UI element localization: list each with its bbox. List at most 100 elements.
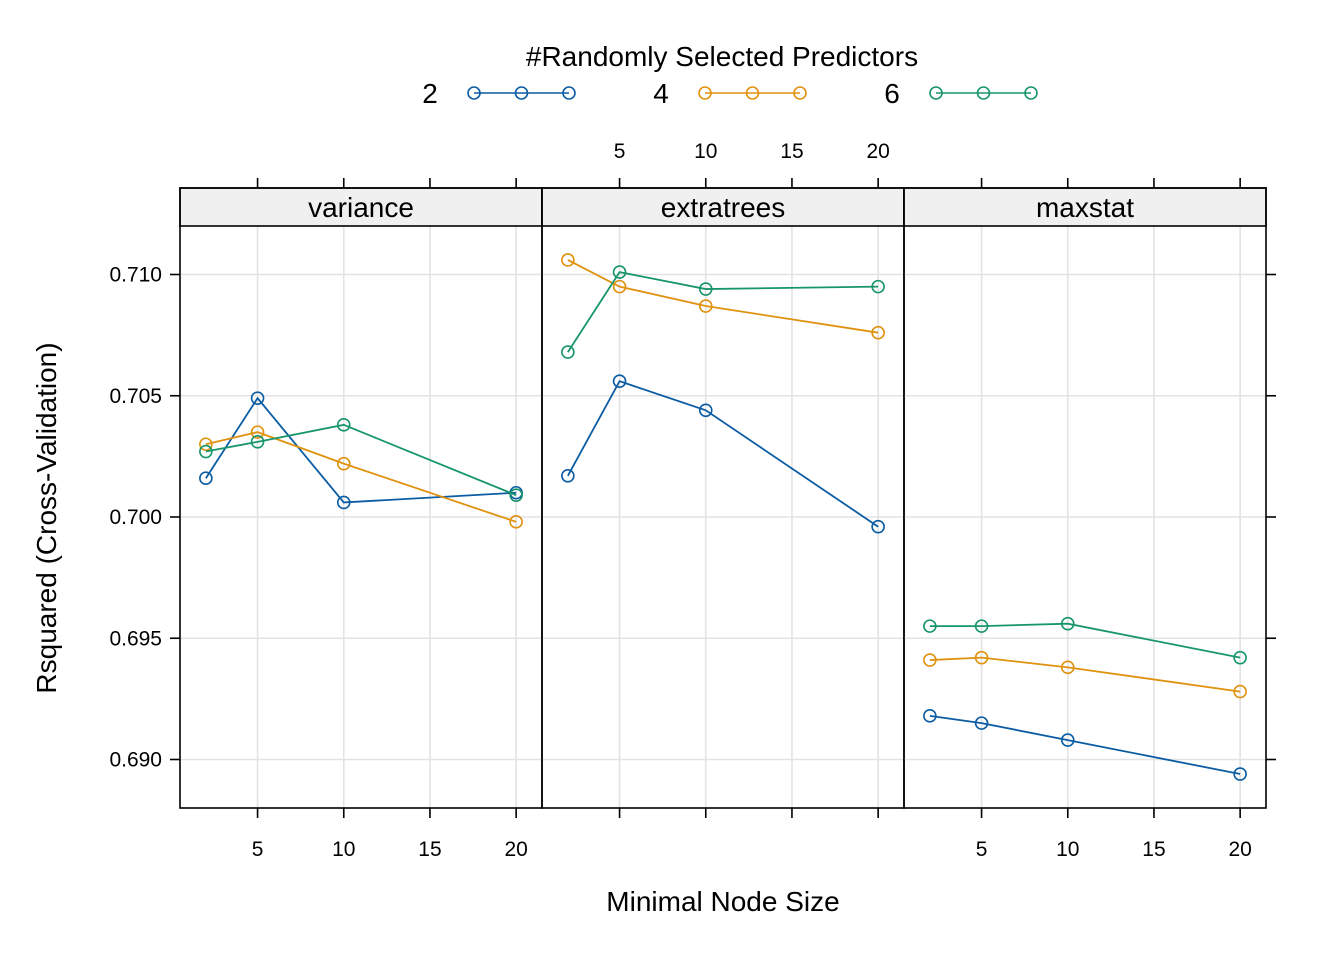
series-line xyxy=(205,431,517,523)
data-point xyxy=(561,253,575,267)
legend-marker xyxy=(467,86,481,100)
x-tick-label-bottom: 15 xyxy=(418,838,441,861)
y-tick-label: 0.705 xyxy=(109,385,162,408)
legend-title: #Randomly Selected Predictors xyxy=(526,41,918,72)
legend-label: 2 xyxy=(422,78,438,109)
x-tick-label-top: 10 xyxy=(694,140,717,163)
x-tick-label-bottom: 5 xyxy=(976,838,988,861)
series-6 xyxy=(561,265,885,359)
legend-marker xyxy=(514,86,529,100)
data-point xyxy=(336,495,351,510)
legend-item-2: 2 xyxy=(422,78,576,109)
data-point xyxy=(1060,660,1075,675)
series-line xyxy=(929,714,1241,775)
strip-label: variance xyxy=(308,192,414,223)
x-tick-label-bottom: 20 xyxy=(504,838,527,861)
series-line xyxy=(567,380,879,528)
legend-label: 4 xyxy=(653,78,669,109)
data-point xyxy=(923,709,937,723)
series-line xyxy=(567,271,879,353)
legend-marker xyxy=(976,86,991,100)
data-point xyxy=(1060,616,1075,631)
panel-frame xyxy=(179,187,543,809)
series-4 xyxy=(561,253,885,340)
data-point xyxy=(250,391,265,405)
data-point xyxy=(336,456,351,471)
legend-marker xyxy=(745,86,760,100)
data-point xyxy=(974,619,989,633)
series-line xyxy=(205,423,517,497)
data-point xyxy=(612,279,627,294)
legend-item-4: 4 xyxy=(653,78,807,109)
panel-frame xyxy=(541,187,905,809)
data-point xyxy=(698,282,713,296)
data-point xyxy=(199,437,213,452)
legend-marker xyxy=(562,86,576,100)
left-axis: 0.690 0.695 0.700 0.705 0.710 xyxy=(109,264,180,772)
series-2 xyxy=(199,391,523,510)
series-4 xyxy=(923,650,1247,699)
x-tick-label-bottom: 10 xyxy=(1056,838,1079,861)
data-point xyxy=(199,444,213,459)
data-point xyxy=(871,519,885,534)
legend-marker xyxy=(1024,86,1038,100)
strip-background xyxy=(903,187,1267,227)
data-point xyxy=(509,515,523,529)
top-axis: 5 10 15 20 xyxy=(256,140,1241,188)
x-tick-label-top: 15 xyxy=(780,140,803,163)
panel-maxstat: maxstat xyxy=(903,187,1267,809)
bottom-axis: 5 5 10 10 15 15 20 20 xyxy=(252,808,1252,861)
x-tick-label-bottom: 15 xyxy=(1142,838,1165,861)
data-point xyxy=(612,265,627,279)
data-point xyxy=(250,425,265,439)
series-6 xyxy=(199,418,523,502)
data-point xyxy=(698,403,713,418)
series-2 xyxy=(923,709,1247,781)
series-2 xyxy=(561,374,885,534)
legend-items: 2 4 6 xyxy=(422,78,1038,109)
data-point xyxy=(561,468,575,483)
x-axis-title: Minimal Node Size xyxy=(606,886,839,917)
series-4 xyxy=(199,425,523,529)
data-point xyxy=(612,374,627,389)
data-point xyxy=(336,418,351,432)
series-line xyxy=(567,259,879,334)
strip-label: maxstat xyxy=(1036,192,1134,223)
legend: #Randomly Selected Predictors 2 4 6 xyxy=(422,41,1038,109)
data-point xyxy=(974,650,989,665)
panel-extratrees: extratrees xyxy=(541,187,905,809)
legend-marker xyxy=(698,86,712,100)
data-point xyxy=(698,299,713,313)
y-tick-label: 0.710 xyxy=(109,264,162,287)
data-point xyxy=(1233,650,1247,665)
data-point xyxy=(509,488,523,502)
y-tick-label: 0.690 xyxy=(109,749,162,772)
data-point xyxy=(923,653,937,667)
y-tick-label: 0.700 xyxy=(109,506,162,529)
data-point xyxy=(871,325,885,340)
series-line xyxy=(929,622,1241,659)
legend-label: 6 xyxy=(884,78,900,109)
x-tick-label-top: 5 xyxy=(614,140,626,163)
y-axis-title: Rsquared (Cross-Validation) xyxy=(31,342,62,693)
x-tick-label-bottom: 20 xyxy=(1228,838,1251,861)
data-point xyxy=(199,471,213,486)
series-line xyxy=(205,396,517,504)
x-tick-label-top: 20 xyxy=(866,140,889,163)
data-point xyxy=(561,345,575,359)
panel-frame xyxy=(903,187,1267,809)
legend-marker xyxy=(929,86,943,100)
strip-background xyxy=(541,187,905,227)
series-line xyxy=(929,656,1241,693)
data-point xyxy=(871,279,885,294)
panels: variance extratrees maxstat xyxy=(179,187,1267,809)
data-point xyxy=(974,716,989,730)
data-point xyxy=(1060,733,1075,747)
legend-marker xyxy=(793,86,807,100)
data-point xyxy=(923,619,937,633)
x-tick-label-bottom: 10 xyxy=(332,838,355,861)
strip-background xyxy=(179,187,543,227)
legend-item-6: 6 xyxy=(884,78,1038,109)
data-point xyxy=(1233,767,1247,781)
